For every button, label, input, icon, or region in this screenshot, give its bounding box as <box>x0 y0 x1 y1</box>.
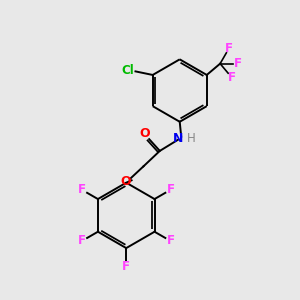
Text: F: F <box>234 57 242 70</box>
Text: Cl: Cl <box>121 64 134 77</box>
Text: N: N <box>172 132 183 145</box>
Text: H: H <box>187 132 195 145</box>
Text: F: F <box>167 183 175 196</box>
Text: F: F <box>225 42 233 55</box>
Text: F: F <box>167 235 175 248</box>
Text: O: O <box>120 175 130 188</box>
Text: F: F <box>78 235 86 248</box>
Text: F: F <box>78 183 86 196</box>
Text: O: O <box>139 127 150 140</box>
Text: F: F <box>228 71 236 84</box>
Text: F: F <box>122 260 130 273</box>
